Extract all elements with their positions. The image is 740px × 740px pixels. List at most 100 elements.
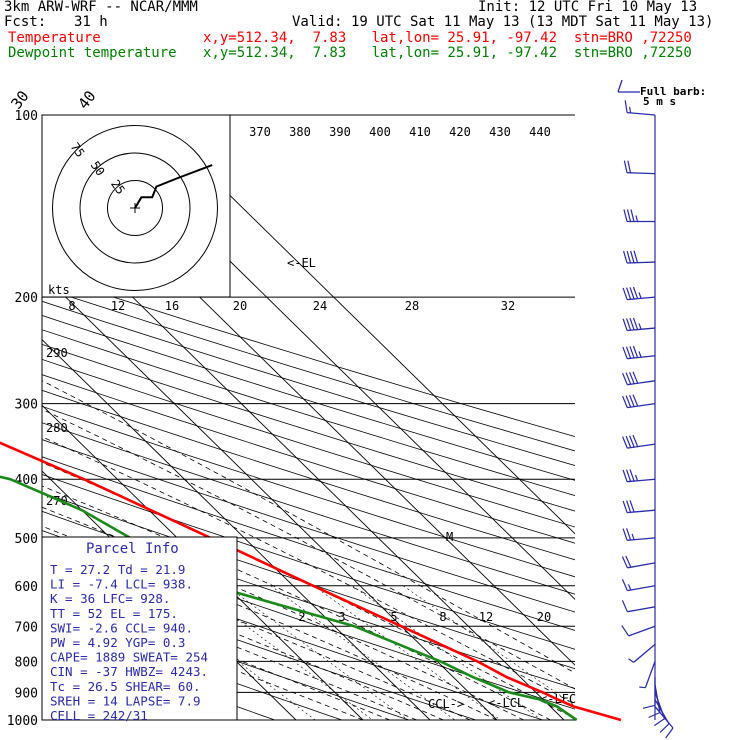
- isotherm: [42, 273, 498, 720]
- theta-label: 370: [249, 125, 271, 139]
- dry-adiabat: [42, 405, 575, 578]
- hodograph-trace: [134, 164, 213, 209]
- barb-legend-label: Full barb:: [640, 85, 706, 98]
- wind-barb: [648, 684, 661, 719]
- theta-e-label: 24: [313, 299, 327, 313]
- wind-barbs: Full barb:5 m s: [617, 79, 706, 739]
- mixing-ratio-label: 8: [439, 610, 446, 624]
- wind-barb: [621, 579, 656, 592]
- hodograph-ring-label: 75: [68, 140, 88, 160]
- theta-e-label: 28: [405, 299, 419, 313]
- theta-label: 390: [329, 125, 351, 139]
- wind-barb: [639, 661, 656, 689]
- wind-barb: [624, 100, 656, 116]
- mixing-ratio-line: [313, 585, 501, 720]
- parcel-info-row: Tc = 26.5 SHEAR= 60.: [50, 679, 201, 694]
- wind-barb: [642, 677, 656, 709]
- parcel-info-row: K = 36 LFC= 928.: [50, 591, 170, 606]
- annotation-label: M: [446, 530, 453, 544]
- theta-e-label: 12: [111, 299, 125, 313]
- theta-label: 410: [409, 125, 431, 139]
- wind-barb: [623, 209, 656, 223]
- pressure-label: 700: [15, 620, 38, 635]
- wind-barb: [622, 394, 656, 409]
- dry-adiabat: [42, 287, 575, 452]
- parcel-info-row: CAPE= 1889 SWEAT= 254: [50, 650, 208, 665]
- valid-time: Valid: 19 UTC Sat 11 May 13 (13 MDT Sat …: [292, 14, 714, 30]
- theta-e-label: 8: [68, 299, 75, 313]
- wind-barb: [654, 706, 674, 739]
- annotation-label: <-EL: [287, 256, 316, 270]
- wind-barb: [621, 600, 656, 613]
- pressure-label: 600: [15, 580, 38, 595]
- wind-barb: [622, 371, 656, 386]
- hodograph-ring: [79, 152, 191, 264]
- pressure-label: 1000: [7, 714, 38, 729]
- dry-adiabat: [42, 474, 575, 650]
- parcel-info-box: Parcel Info T = 27.2 Td = 21.9LI = -7.4 L…: [41, 536, 238, 723]
- temperature-line-label: Temperature: [8, 30, 101, 46]
- dry-adiabat: [42, 314, 575, 481]
- parcel-info-row: T = 27.2 Td = 21.9: [50, 562, 185, 577]
- annotation-label: <-LCL: [488, 696, 524, 710]
- wind-barb: [621, 625, 656, 637]
- init-time: Init: 12 UTC Fri 10 May 13: [478, 0, 698, 15]
- isotherm: [147, 115, 575, 535]
- temperature-line-info: x,y=512.34, 7.83 lat,lon= 25.91, -97.42 …: [203, 30, 692, 46]
- isotherm-label: 40: [74, 87, 99, 112]
- pressure-label: 900: [15, 686, 38, 701]
- theta-e-label: 32: [501, 299, 515, 313]
- parcel-info-row: CIN = -37 HWBZ= 4243.: [50, 664, 208, 679]
- hodograph-ring-label: 50: [88, 159, 108, 179]
- dry-adiabat: [42, 422, 575, 595]
- theta-label: 380: [289, 125, 311, 139]
- pressure-label: 300: [15, 398, 38, 413]
- dry-adiabat: [42, 492, 575, 670]
- pressure-label: 500: [15, 532, 38, 547]
- parcel-info-frame: [41, 536, 238, 721]
- parcel-info-row: LI = -7.4 LCL= 938.: [50, 577, 193, 592]
- pressure-label: 100: [15, 109, 38, 124]
- dewpoint-line-label: Dewpoint temperature: [8, 45, 177, 61]
- wind-barb: [622, 528, 656, 541]
- parcel-info-row: SREH = 14 LAPSE= 7.9: [50, 693, 201, 708]
- wind-barb: [654, 699, 670, 733]
- wind-barb: [621, 555, 656, 569]
- theta-label: 430: [489, 125, 511, 139]
- wind-barb: [623, 160, 656, 175]
- wind-barb: [622, 286, 656, 301]
- barb-legend-units: 5 m s: [643, 95, 676, 108]
- theta-label: 400: [369, 125, 391, 139]
- moist-adiabat: [42, 462, 575, 720]
- dry-adiabat: [42, 591, 410, 720]
- parcel-info-row: PW = 4.92 YGP= 0.3: [50, 635, 185, 650]
- dry-adiabat: [42, 273, 575, 438]
- dry-adiabat: [42, 300, 575, 466]
- axis-labels: 1002003004005006007008009001000-80-70-60…: [7, 87, 576, 729]
- hodograph-ring-label: 25: [108, 177, 128, 197]
- model-title: 3km ARW-WRF -- NCAR/MMM: [4, 0, 198, 15]
- hodograph-ring: [52, 125, 218, 291]
- wind-barb: [622, 317, 656, 332]
- mixing-ratio-label: 12: [479, 610, 493, 624]
- dry-adiabat: [42, 343, 575, 512]
- mixing-ratio-label: 2: [298, 610, 305, 624]
- wind-barb: [628, 643, 656, 663]
- dewpoint-line-info: x,y=512.34, 7.83 lat,lon= 25.91, -97.42 …: [203, 45, 692, 61]
- theta-label: 420: [449, 125, 471, 139]
- wind-barb: [623, 250, 656, 264]
- dry-adiabat: [42, 439, 575, 613]
- wind-barb: [622, 345, 656, 360]
- parcel-info-row: SWI= -2.6 CCL= 940.: [50, 620, 193, 635]
- isotherm: [42, 404, 364, 720]
- parcel-info-row: CELL = 242/31: [50, 708, 148, 723]
- hodograph-ring: [107, 180, 163, 236]
- forecast-hour: 31 h: [74, 14, 108, 30]
- parcel-info-title: Parcel Info: [86, 541, 179, 557]
- dry-adiabat-label: 280: [46, 421, 68, 435]
- annotation-label: CCL->: [428, 697, 464, 711]
- dry-adiabat: [42, 570, 477, 720]
- theta-e-label: 20: [233, 299, 247, 313]
